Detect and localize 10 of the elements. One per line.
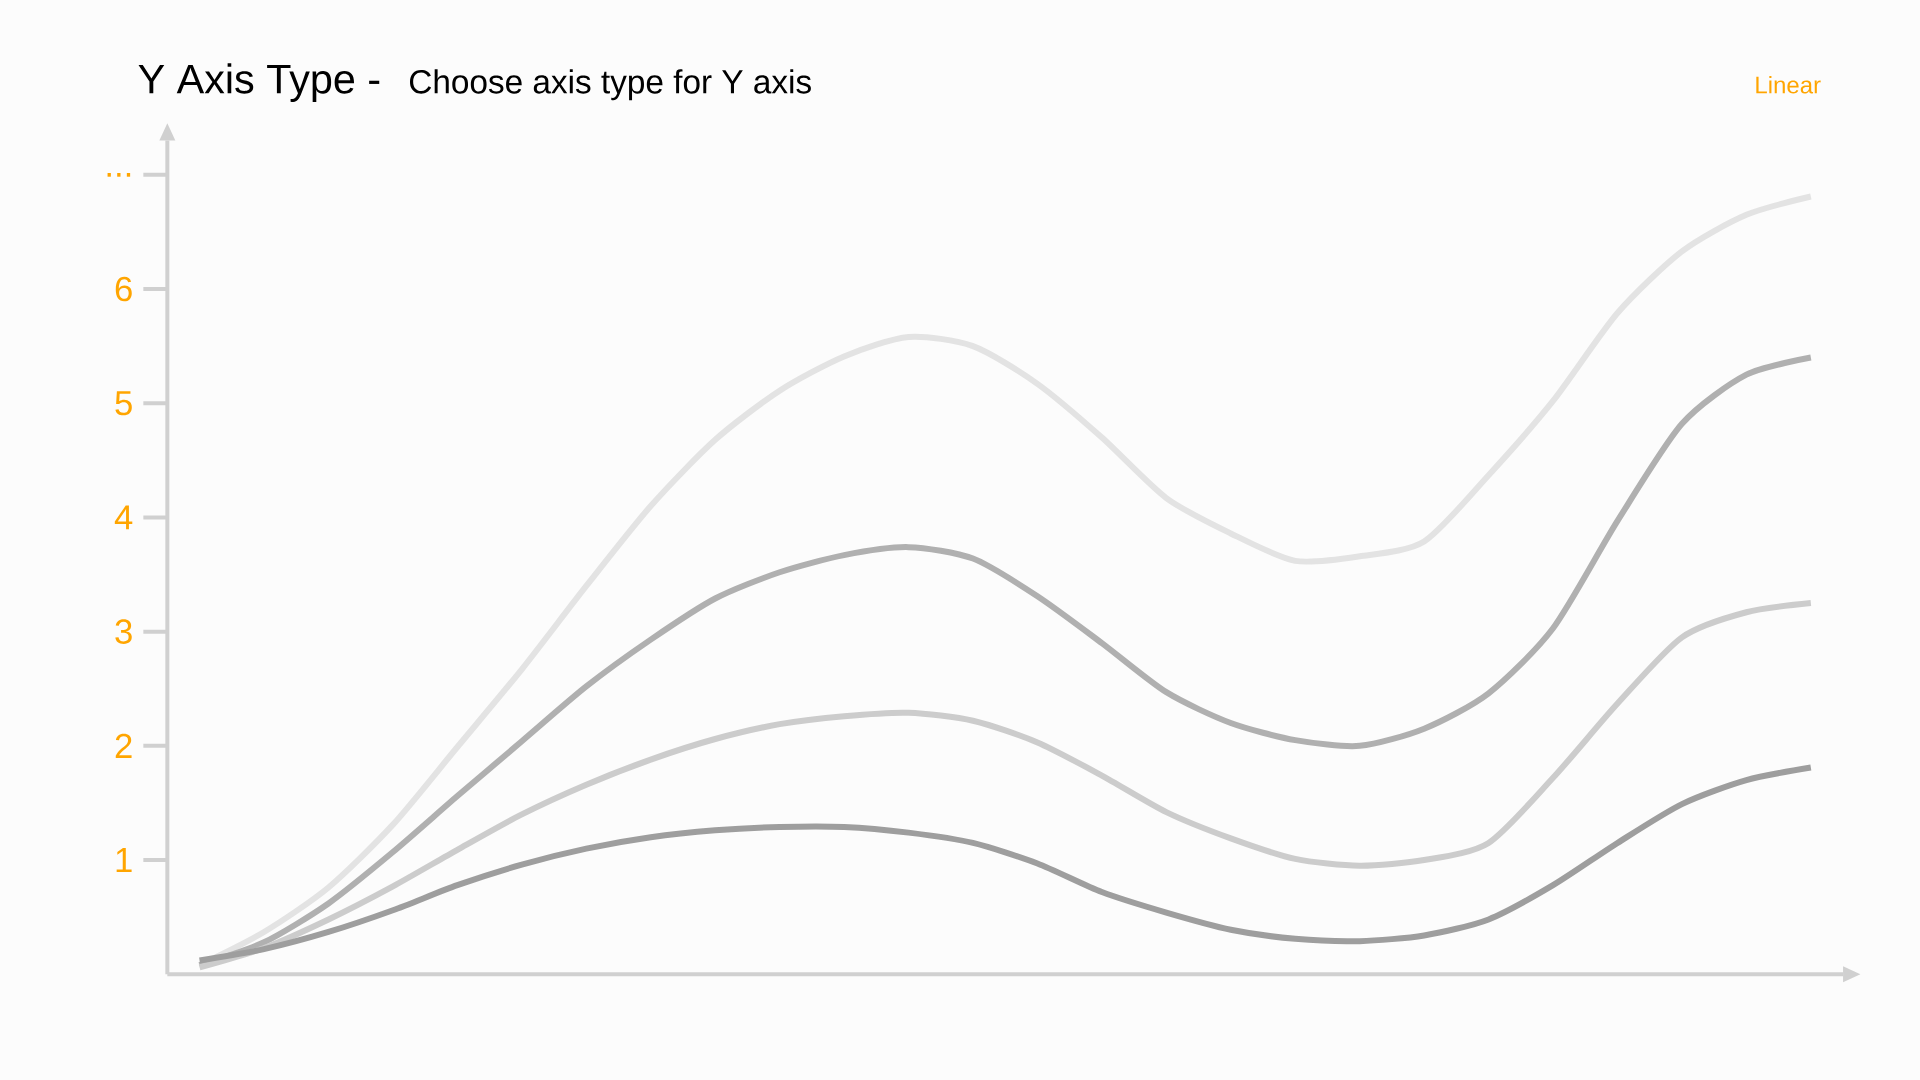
y-tick-label: 5 (115, 391, 132, 416)
y-tick-label: 2 (115, 733, 132, 758)
y-tick-label: 6 (115, 276, 132, 302)
y-tick-label: 3 (115, 619, 132, 644)
y-tick-label: 1 (116, 848, 132, 872)
y-tick-label: ... (107, 172, 131, 177)
text: Linear (1756, 75, 1821, 94)
chart-title: Y Axis Type - (138, 63, 380, 102)
y-tick-label: 4 (114, 505, 133, 530)
chart-subtitle: Choose axis type for Y axis (409, 69, 811, 101)
